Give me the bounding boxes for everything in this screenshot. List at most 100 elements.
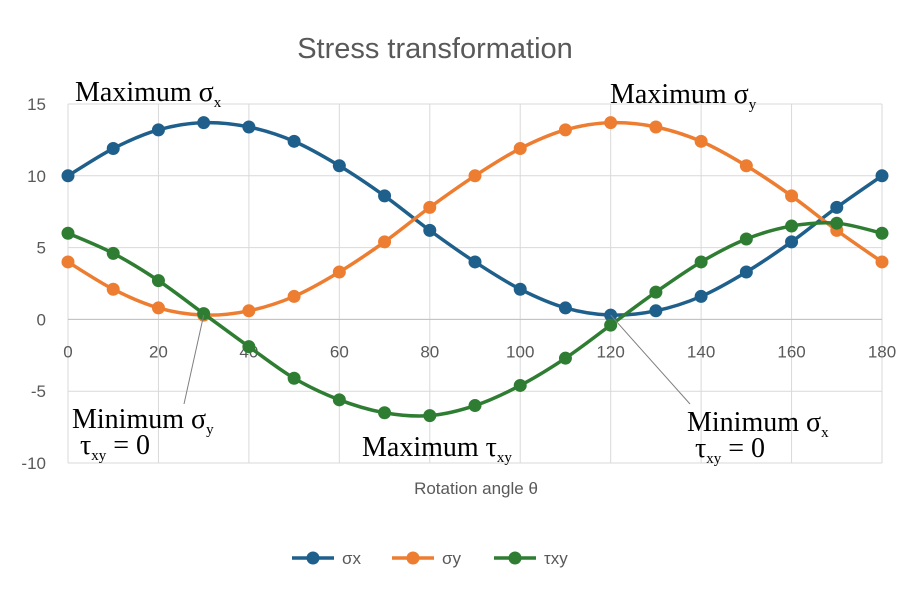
data-point — [694, 255, 708, 269]
data-point — [558, 123, 572, 137]
x-axis-label: Rotation angle θ — [414, 479, 538, 498]
y-tick-label: 10 — [27, 167, 46, 186]
data-point — [875, 226, 889, 240]
series-line — [67, 120, 884, 317]
data-point — [513, 282, 527, 296]
x-tick-label: 0 — [63, 342, 72, 361]
data-point — [785, 189, 799, 203]
data-point — [694, 289, 708, 303]
data-point — [785, 219, 799, 233]
series-0 — [61, 116, 889, 322]
x-tick-label: 80 — [420, 342, 439, 361]
data-point — [875, 255, 889, 269]
data-point — [151, 274, 165, 288]
annotation-max-sy: Maximum σy — [610, 79, 757, 113]
data-point — [242, 120, 256, 134]
data-point — [106, 282, 120, 296]
y-tick-label: -5 — [31, 382, 46, 401]
data-point — [739, 159, 753, 173]
data-point — [197, 307, 211, 321]
leader-line-min-sy — [183, 314, 205, 405]
annotation-max-txy: Maximum τxy — [362, 432, 512, 466]
data-point — [61, 169, 75, 183]
y-tick-label: 5 — [37, 239, 46, 258]
data-point — [287, 371, 301, 385]
data-point — [61, 255, 75, 269]
data-point — [242, 304, 256, 318]
data-point — [106, 246, 120, 260]
data-point — [513, 378, 527, 392]
x-tick-label: 140 — [687, 342, 715, 361]
x-tick-label: 60 — [330, 342, 349, 361]
data-point — [513, 142, 527, 156]
annotation-text: Maximum σy — [610, 79, 757, 113]
data-point — [649, 304, 663, 318]
data-point — [739, 232, 753, 246]
data-point — [875, 169, 889, 183]
data-point — [830, 216, 844, 230]
annotation-text: Maximum τxy — [362, 432, 512, 466]
x-tick-label: 160 — [777, 342, 805, 361]
series — [61, 116, 889, 423]
data-point — [287, 134, 301, 148]
data-point — [468, 169, 482, 183]
data-point — [378, 189, 392, 203]
data-point — [604, 318, 618, 332]
data-point — [423, 200, 437, 214]
legend: σx σy τxy — [292, 549, 568, 568]
y-tick-label: 0 — [37, 310, 46, 329]
series-line — [67, 120, 884, 317]
series-2 — [61, 216, 889, 423]
data-point — [332, 265, 346, 279]
legend-item-0: σx — [292, 549, 361, 568]
data-point — [423, 409, 437, 423]
x-tick-label: 100 — [506, 342, 534, 361]
data-point — [468, 255, 482, 269]
y-tick-label: -10 — [21, 454, 46, 473]
annotation-text-second: τxy = 0 — [80, 430, 150, 464]
legend-swatch-marker — [306, 551, 320, 565]
chart-title: Stress transformation — [297, 33, 573, 65]
data-point — [197, 116, 211, 130]
data-point — [739, 265, 753, 279]
data-point — [558, 351, 572, 365]
x-tick-label: 180 — [868, 342, 896, 361]
data-point — [468, 399, 482, 413]
annotation-text: Maximum σx — [75, 77, 222, 111]
data-point — [604, 116, 618, 130]
annotation-text: Minimum σx — [687, 407, 829, 441]
data-point — [332, 393, 346, 407]
legend-swatch-marker — [508, 551, 522, 565]
legend-swatch-marker — [406, 551, 420, 565]
x-tick-label: 20 — [149, 342, 168, 361]
data-point — [649, 120, 663, 134]
legend-label: τxy — [544, 549, 568, 568]
legend-label: σx — [342, 549, 361, 568]
series-1 — [61, 116, 889, 322]
data-point — [558, 301, 572, 315]
data-point — [378, 406, 392, 420]
data-point — [151, 301, 165, 315]
legend-item-2: τxy — [494, 549, 568, 568]
annotation-text: Minimum σy — [72, 404, 214, 438]
data-point — [649, 285, 663, 299]
data-point — [378, 235, 392, 249]
y-tick-label: 15 — [27, 95, 46, 114]
data-point — [694, 134, 708, 148]
data-point — [830, 200, 844, 214]
data-point — [106, 142, 120, 156]
x-tick-label: 120 — [596, 342, 624, 361]
legend-label: σy — [442, 549, 461, 568]
data-point — [61, 226, 75, 240]
data-point — [242, 340, 256, 354]
leader-line-min-sx — [610, 314, 691, 405]
data-point — [287, 289, 301, 303]
data-point — [151, 123, 165, 137]
annotation-max-sx: Maximum σx — [75, 77, 222, 111]
legend-item-1: σy — [392, 549, 461, 568]
data-point — [785, 235, 799, 249]
